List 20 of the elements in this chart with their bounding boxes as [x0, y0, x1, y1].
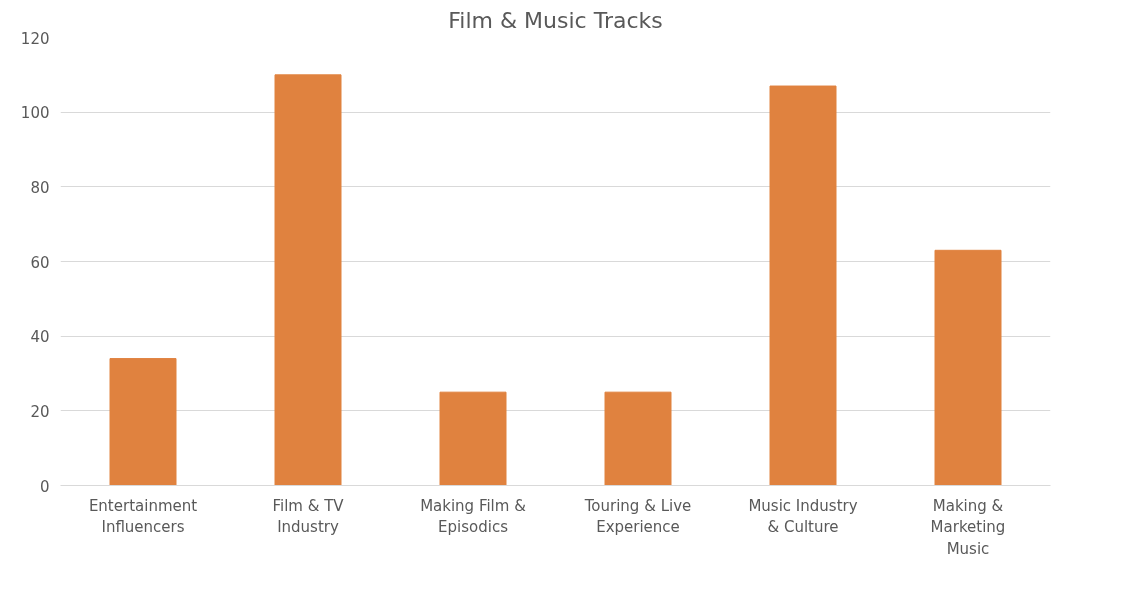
y-tick-label: 20: [30, 402, 50, 421]
x-tick-label: Music Industry & Culture: [748, 496, 858, 537]
bar: [439, 391, 507, 486]
bar: [604, 391, 672, 486]
bar: [934, 249, 1002, 486]
x-tick-label: Making Film & Episodics: [420, 496, 527, 537]
bar: [109, 358, 177, 486]
y-tick-label: 40: [30, 328, 50, 347]
y-tick-label: 80: [30, 178, 50, 197]
y-tick-label: 120: [20, 29, 50, 48]
y-tick-label: 100: [20, 104, 50, 123]
bar: [769, 85, 837, 486]
x-tick-label: Film & TV Industry: [272, 496, 345, 537]
x-tick-label: Making & Marketing Music: [930, 496, 1006, 558]
chart-title: Film & Music Tracks: [448, 7, 663, 33]
x-tick-label: Entertainment Influencers: [88, 496, 198, 537]
bar: [274, 74, 342, 486]
y-tick-label: 0: [39, 477, 50, 496]
x-tick-label: Touring & Live Experience: [583, 496, 692, 537]
y-tick-label: 60: [30, 253, 50, 272]
